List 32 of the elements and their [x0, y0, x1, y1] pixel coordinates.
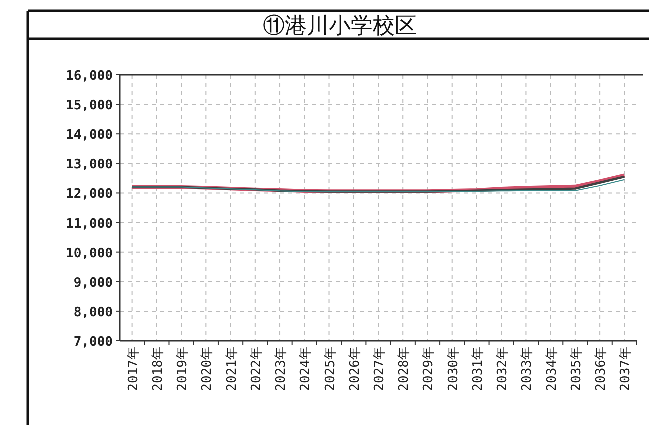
x-tick-label: 2018年	[150, 347, 166, 392]
x-tick-label: 2019年	[176, 347, 191, 392]
y-tick-label: 11,000	[66, 216, 114, 232]
x-tick-label: 2026年	[348, 347, 363, 392]
x-tick-label: 2025年	[323, 347, 338, 392]
x-tick-label: 2024年	[298, 347, 314, 392]
y-tick-label: 13,000	[66, 158, 114, 173]
y-tick-label: 9,000	[74, 276, 114, 291]
x-tick-label: 2030年	[446, 347, 462, 392]
y-tick-label: 14,000	[66, 128, 114, 144]
y-tick-label: 10,000	[66, 246, 114, 262]
x-tick-label: 2027年	[372, 347, 388, 392]
y-tick-label: 8,000	[74, 305, 114, 320]
x-tick-label: 2021年	[224, 347, 240, 392]
x-tick-label: 2023年	[274, 347, 290, 392]
y-tick-label: 12,000	[66, 187, 114, 202]
x-tick-label: 2032年	[496, 347, 511, 392]
x-tick-label: 2035年	[569, 347, 584, 392]
x-tick-label: 2033年	[520, 347, 536, 392]
chart-title: ⑪港川小学校区	[263, 13, 417, 38]
x-tick-label: 2031年	[470, 347, 486, 392]
x-tick-label: 2020年	[200, 347, 216, 392]
x-tick-label: 2022年	[249, 347, 264, 392]
y-tick-label: 15,000	[66, 98, 114, 114]
y-tick-label: 16,000	[66, 69, 114, 84]
x-tick-label: 2034年	[544, 347, 560, 392]
x-tick-label: 2029年	[422, 347, 437, 392]
x-tick-label: 2028年	[397, 347, 412, 392]
x-tick-label: 2017年	[126, 347, 142, 392]
x-tick-label: 2037年	[618, 347, 634, 392]
y-tick-label: 7,000	[74, 335, 114, 350]
x-tick-label: 2036年	[594, 347, 610, 392]
